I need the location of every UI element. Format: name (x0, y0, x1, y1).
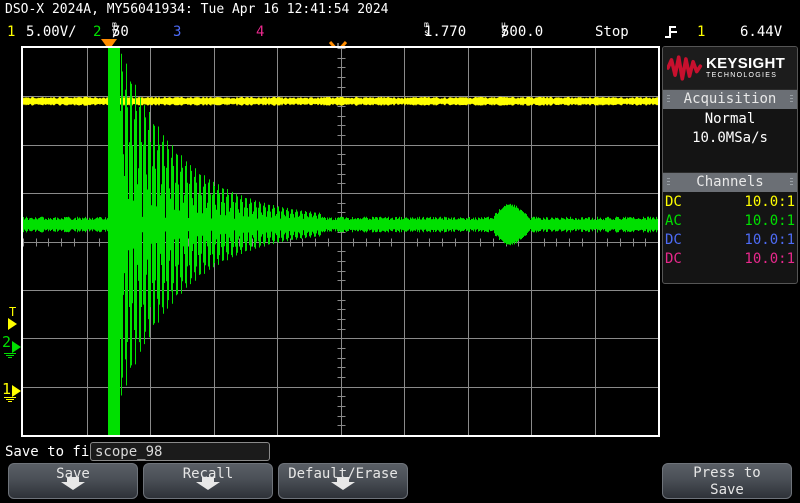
press-to-save-line2: Save (710, 482, 744, 498)
channel-row[interactable]: DC 10.0:1 (663, 193, 797, 212)
ch3-indicator[interactable]: 3 (173, 24, 182, 40)
recall-button[interactable]: Recall (143, 463, 273, 499)
save-button-label: Save (56, 466, 90, 482)
grip-right-icon (790, 95, 793, 104)
ch2-ground-symbol (4, 352, 16, 359)
channel-row[interactable]: DC 10.0:1 (663, 231, 797, 250)
down-arrow-icon (60, 477, 86, 495)
timebase-value: 500.0 (501, 24, 544, 40)
ch2-scale-value: 50 (112, 24, 129, 40)
recall-button-label: Recall (182, 466, 234, 482)
channel-row[interactable]: DC 10.0:1 (663, 250, 797, 269)
default-erase-button[interactable]: Default/Erase (278, 463, 408, 499)
trigger-level-marker-label: T (9, 305, 17, 319)
ch4-indicator[interactable]: 4 (256, 24, 265, 40)
press-to-save-line1: Press to (693, 465, 761, 481)
waveform-display[interactable] (21, 46, 660, 437)
save-button[interactable]: Save (8, 463, 138, 499)
channel-coupling: DC (665, 194, 682, 210)
acquisition-mode: Normal (704, 111, 756, 127)
waveform-channel-1 (23, 96, 658, 107)
channels-section-body: DC 10.0:1 AC 10.0:1 DC 10.0:1 DC 10.0:1 (663, 192, 797, 271)
channel-probe-ratio: 10.0:1 (744, 194, 795, 210)
ch1-scale-label[interactable]: 5.00V/ (26, 24, 77, 40)
trigger-level-label[interactable]: 6.44V (740, 24, 783, 40)
acquisition-sample-rate: 10.0MSa/s (692, 130, 768, 146)
grip-left-icon (667, 95, 670, 104)
keysight-wave-icon (667, 55, 703, 81)
trigger-source-label[interactable]: 1 (697, 24, 706, 40)
keysight-logo: KEYSIGHT TECHNOLOGIES (663, 47, 797, 89)
brand-subtitle: TECHNOLOGIES (706, 72, 778, 79)
down-arrow-glyph (61, 477, 85, 490)
channels-title: Channels (696, 174, 764, 190)
channel-coupling: AC (665, 213, 682, 229)
ch1-ground-marker-label: 1 (2, 380, 12, 398)
window-title: DSO-X 2024A, MY56041934: Tue Apr 16 12:4… (0, 0, 800, 20)
ch2-ground-marker-label: 2 (2, 333, 12, 351)
acquisition-section-body: Normal 10.0MSa/s (663, 109, 797, 172)
down-arrow-glyph (196, 477, 220, 490)
grip-left-icon (667, 178, 670, 187)
down-arrow-icon (195, 477, 221, 495)
rising-edge-glyph (665, 26, 677, 38)
channel-probe-ratio: 10.0:1 (744, 213, 795, 229)
channels-section-header[interactable]: Channels (663, 172, 797, 192)
keysight-wordmark: KEYSIGHT TECHNOLOGIES (706, 56, 785, 80)
save-file-bar: Save to file = scope_98 (0, 441, 800, 463)
ch2-scale-suffix: / (112, 24, 121, 40)
grip-right-icon (790, 178, 793, 187)
ch1-ground-marker-arrow[interactable] (12, 385, 21, 397)
down-arrow-glyph (331, 477, 355, 490)
ch2-ground-marker-arrow[interactable] (12, 341, 21, 353)
ch2-indicator[interactable]: 2 (93, 24, 102, 40)
channel-probe-ratio: 10.0:1 (744, 251, 795, 267)
brand-name: KEYSIGHT (706, 55, 786, 72)
waveform-canvas[interactable] (23, 48, 658, 435)
acquisition-section-header[interactable]: Acquisition (663, 89, 797, 109)
rising-edge-icon (664, 24, 678, 47)
channel-probe-ratio: 10.0:1 (744, 232, 795, 248)
channel-row[interactable]: AC 10.0:1 (663, 212, 797, 231)
delay-value: 1.770 (424, 24, 467, 40)
ch1-ground-symbol (4, 396, 16, 403)
trigger-position-marker[interactable] (101, 39, 117, 50)
run-state-label[interactable]: Stop (595, 24, 629, 40)
channel-coupling: DC (665, 251, 682, 267)
info-sidebar: KEYSIGHT TECHNOLOGIES Acquisition Normal… (662, 46, 798, 284)
down-arrow-icon (330, 477, 356, 495)
default-erase-button-label: Default/Erase (288, 466, 398, 482)
filename-input[interactable]: scope_98 (90, 442, 270, 461)
acquisition-title: Acquisition (683, 91, 777, 107)
trigger-level-marker-arrow[interactable] (8, 318, 17, 330)
status-bar: 1 5.00V/ 2 50 m V/ 3 4 1.770 m s 500.0 µ s / St… (0, 21, 800, 43)
waveform-channel-2 (23, 48, 658, 435)
timebase-suffix: / (501, 24, 510, 40)
channel-coupling: DC (665, 232, 682, 248)
ch1-indicator[interactable]: 1 (7, 24, 16, 40)
press-to-save-button[interactable]: Press to Save (662, 463, 792, 499)
